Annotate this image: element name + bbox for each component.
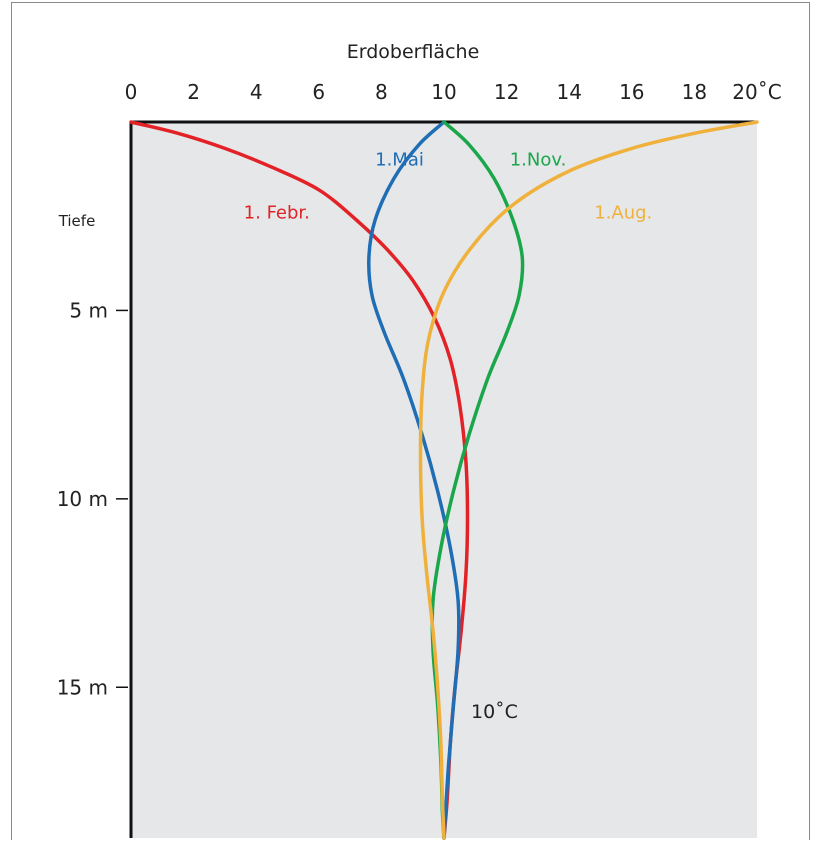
x-tick-label: 2 (187, 80, 200, 104)
x-tick-label: 18 (682, 80, 707, 104)
y-tick-label: 15 m (57, 675, 108, 699)
plot-area (131, 122, 757, 838)
x-tick-label: 14 (556, 80, 581, 104)
y-tick-label: 10 m (57, 487, 108, 511)
x-tick-label: 20˚C (732, 80, 781, 104)
x-tick-label: 10 (431, 80, 456, 104)
series-label-1-febr: 1. Febr. (244, 202, 310, 223)
x-tick-label: 6 (312, 80, 325, 104)
x-tick-label: 4 (250, 80, 263, 104)
series-label-1-mai: 1.Mai (375, 150, 424, 171)
series-label-1-nov: 1.Nov. (510, 150, 567, 171)
y-axis-label: Tiefe (58, 212, 96, 230)
y-tick-label: 5 m (69, 298, 108, 322)
x-tick-label: 0 (125, 80, 138, 104)
series-label-1-aug: 1.Aug. (594, 202, 652, 223)
figure-frame (11, 2, 810, 840)
chart-title: Erdoberfläche (347, 41, 480, 63)
x-tick-label: 8 (375, 80, 388, 104)
series-line-1-aug (418, 120, 759, 840)
x-tick-label: 16 (619, 80, 644, 104)
annotation-label: 10˚C (471, 701, 518, 723)
x-tick-label: 12 (494, 80, 519, 104)
